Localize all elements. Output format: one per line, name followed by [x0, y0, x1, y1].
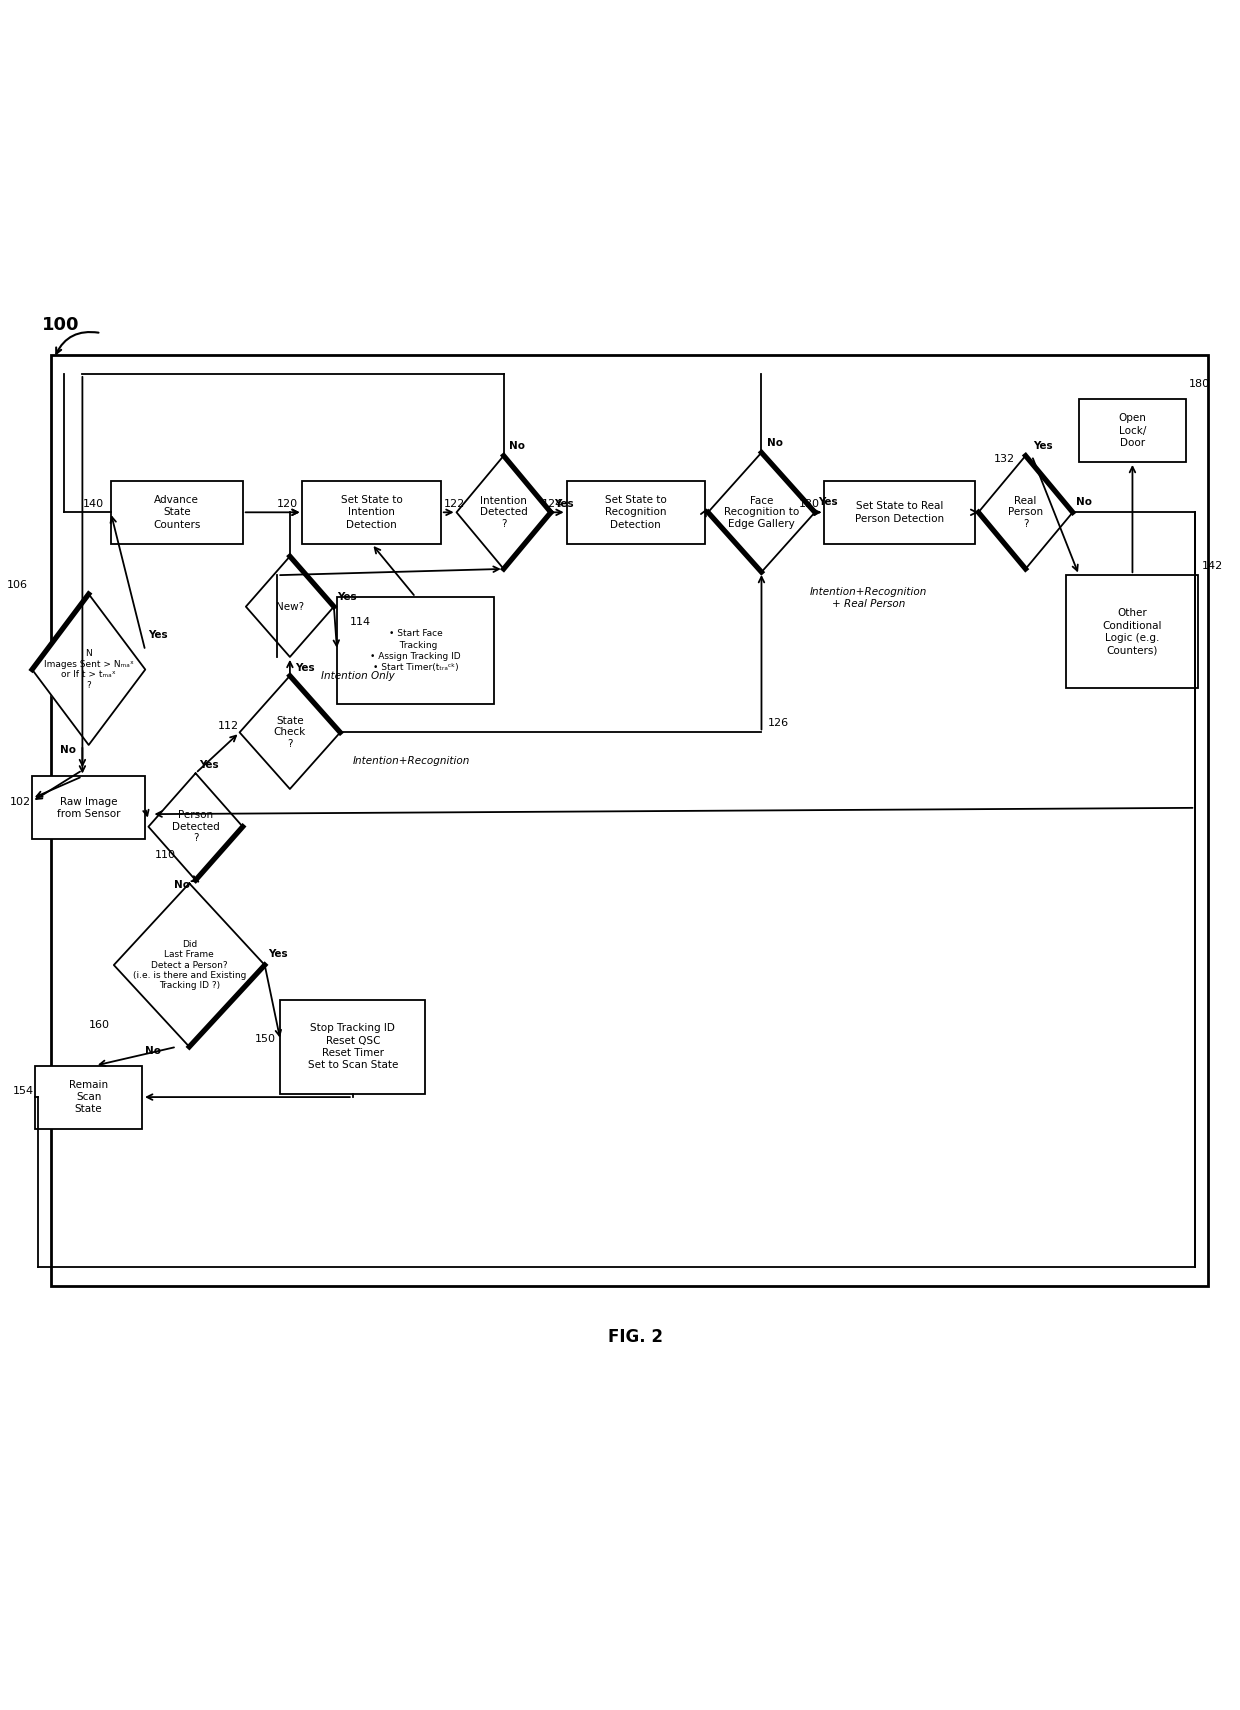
Polygon shape	[149, 773, 243, 881]
Text: Real
Person
?: Real Person ?	[1008, 496, 1043, 528]
Text: Open
Lock/
Door: Open Lock/ Door	[1118, 414, 1147, 448]
Text: Yes: Yes	[337, 592, 357, 602]
Text: Yes: Yes	[1033, 441, 1053, 451]
Polygon shape	[978, 457, 1073, 569]
Text: Intention Only: Intention Only	[321, 670, 396, 681]
Text: 106: 106	[7, 580, 29, 590]
Polygon shape	[246, 556, 334, 657]
Text: 110: 110	[155, 850, 176, 860]
Text: No: No	[508, 441, 525, 451]
FancyBboxPatch shape	[35, 1065, 143, 1129]
Text: Intention
Detected
?: Intention Detected ?	[480, 496, 527, 528]
Text: Set State to
Intention
Detection: Set State to Intention Detection	[341, 494, 403, 530]
Text: No: No	[1076, 498, 1092, 506]
Text: 142: 142	[1202, 561, 1223, 571]
Text: Did
Last Frame
Detect a Person?
(i.e. is there and Existing
Tracking ID ?): Did Last Frame Detect a Person? (i.e. is…	[133, 941, 246, 990]
Text: 100: 100	[41, 316, 79, 333]
Polygon shape	[708, 453, 815, 573]
FancyBboxPatch shape	[825, 481, 975, 544]
Text: Yes: Yes	[268, 949, 288, 959]
Text: Yes: Yes	[198, 761, 218, 770]
Polygon shape	[32, 593, 145, 746]
Text: Yes: Yes	[149, 629, 169, 640]
Text: 140: 140	[82, 499, 103, 510]
Text: No: No	[145, 1047, 161, 1057]
Text: No: No	[174, 879, 190, 889]
FancyBboxPatch shape	[1079, 398, 1185, 462]
Text: • Start Face
  Tracking
• Assign Tracking ID
• Start Timer(tₜᵣₐᶜᵏ): • Start Face Tracking • Assign Tracking …	[371, 629, 461, 672]
Text: No: No	[766, 438, 782, 448]
Text: Yes: Yes	[295, 663, 315, 672]
Text: 112: 112	[217, 722, 239, 732]
Text: 126: 126	[768, 718, 789, 728]
Text: 154: 154	[14, 1086, 35, 1096]
Text: 132: 132	[994, 455, 1016, 463]
Text: New?: New?	[275, 602, 304, 612]
Text: Set State to
Recognition
Detection: Set State to Recognition Detection	[605, 494, 667, 530]
Text: Intention+Recognition
+ Real Person: Intention+Recognition + Real Person	[810, 587, 928, 609]
Text: 150: 150	[255, 1035, 277, 1043]
Text: 130: 130	[800, 499, 820, 510]
Text: FIG. 2: FIG. 2	[608, 1329, 663, 1346]
Polygon shape	[239, 675, 340, 788]
FancyBboxPatch shape	[303, 481, 440, 544]
Text: No: No	[61, 744, 77, 754]
Text: 122: 122	[444, 499, 465, 510]
Text: 120: 120	[278, 499, 299, 510]
Text: Remain
Scan
State: Remain Scan State	[69, 1079, 108, 1115]
Text: 124: 124	[542, 499, 563, 510]
Polygon shape	[456, 457, 551, 569]
Text: 102: 102	[10, 797, 31, 807]
Text: Other
Conditional
Logic (e.g.
Counters): Other Conditional Logic (e.g. Counters)	[1102, 609, 1162, 655]
Text: Set State to Real
Person Detection: Set State to Real Person Detection	[856, 501, 945, 523]
FancyBboxPatch shape	[567, 481, 704, 544]
Text: State
Check
?: State Check ?	[274, 716, 306, 749]
Text: Advance
State
Counters: Advance State Counters	[153, 494, 201, 530]
FancyBboxPatch shape	[1066, 575, 1199, 689]
FancyBboxPatch shape	[110, 481, 243, 544]
FancyBboxPatch shape	[280, 1000, 425, 1094]
Text: Face
Recognition to
Edge Gallery: Face Recognition to Edge Gallery	[724, 496, 799, 528]
Text: Intention+Recognition: Intention+Recognition	[352, 756, 470, 766]
Text: Yes: Yes	[554, 499, 574, 510]
Text: Yes: Yes	[818, 498, 838, 506]
Text: Raw Image
from Sensor: Raw Image from Sensor	[57, 797, 120, 819]
FancyBboxPatch shape	[337, 597, 495, 705]
Polygon shape	[114, 884, 265, 1047]
FancyBboxPatch shape	[32, 776, 145, 840]
Text: Stop Tracking ID
Reset QSC
Reset Timer
Set to Scan State: Stop Tracking ID Reset QSC Reset Timer S…	[308, 1023, 398, 1070]
Text: Person
Detected
?: Person Detected ?	[171, 811, 219, 843]
Text: 180: 180	[1189, 378, 1210, 388]
Text: N
Images Sent > Nₘₐˣ
or If t > tₘₐˣ
?: N Images Sent > Nₘₐˣ or If t > tₘₐˣ ?	[43, 650, 134, 689]
Text: 160: 160	[89, 1019, 109, 1029]
Text: 114: 114	[350, 617, 371, 628]
